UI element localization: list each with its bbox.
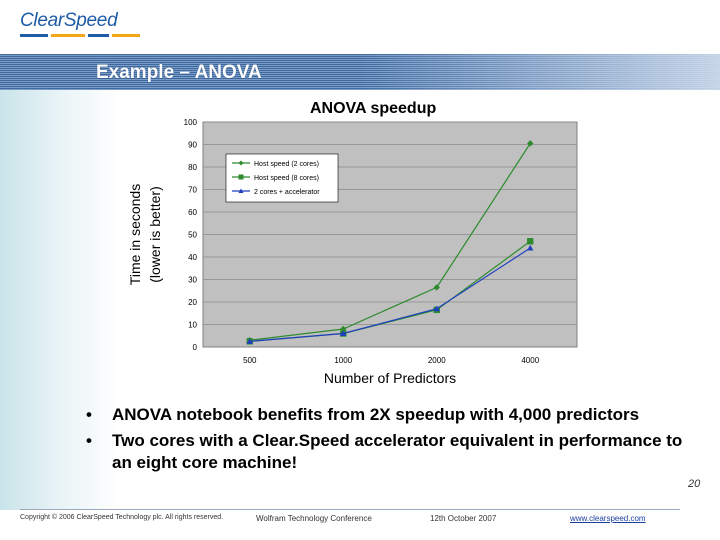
- x-tick-label: 500: [243, 356, 257, 365]
- y-tick-label: 50: [188, 231, 197, 240]
- chart-title: ANOVA speedup: [310, 100, 437, 117]
- data-point-s1: [433, 284, 440, 291]
- bullet-dot: •: [86, 405, 92, 424]
- y-axis-label-line2: (lower is better): [147, 186, 163, 282]
- legend-label: 2 cores + accelerator: [254, 189, 320, 196]
- logo-text: ClearSpeed: [20, 10, 118, 31]
- x-axis-label: Number of Predictors: [324, 370, 456, 386]
- bullet-item-1: • ANOVA notebook benefits from 2X speedu…: [86, 404, 686, 426]
- x-tick-label: 1000: [334, 356, 352, 365]
- y-axis-label-line1: Time in seconds: [127, 184, 143, 285]
- logo-bar-3: [88, 34, 109, 37]
- data-point-s3: [246, 338, 253, 344]
- x-tick-label: 2000: [428, 356, 446, 365]
- bullet-text-2: Two cores with a Clear.Speed accelerator…: [112, 431, 683, 472]
- legend-marker: [238, 174, 244, 180]
- footer-website-link[interactable]: www.clearspeed.com: [570, 514, 646, 523]
- left-gradient-panel: [0, 80, 120, 510]
- bullet-dot: •: [86, 431, 92, 450]
- footer-date: 12th October 2007: [430, 514, 497, 523]
- y-tick-label: 90: [188, 141, 197, 150]
- legend-box: [225, 153, 339, 203]
- legend-marker: [238, 160, 244, 166]
- y-tick-label: 60: [188, 208, 197, 217]
- y-tick-label: 0: [193, 343, 198, 352]
- x-tick-label: 4000: [521, 356, 539, 365]
- y-tick-label: 40: [188, 253, 197, 262]
- logo-bar-4: [111, 34, 140, 37]
- y-tick-label: 10: [188, 321, 197, 330]
- footer-copyright: Copyright © 2006 ClearSpeed Technology p…: [20, 514, 224, 521]
- bullet-list: • ANOVA notebook benefits from 2X speedu…: [86, 404, 686, 478]
- y-tick-label: 20: [188, 298, 197, 307]
- title-band: [0, 54, 720, 90]
- y-tick-label: 70: [188, 186, 197, 195]
- legend-label: Host speed (8 cores): [254, 175, 319, 182]
- logo-bar-2: [51, 34, 86, 37]
- footer-conference: Wolfram Technology Conference: [256, 514, 372, 523]
- series-line-3: [249, 247, 531, 342]
- y-tick-label: 100: [184, 118, 198, 127]
- data-point-s3: [527, 244, 534, 251]
- legend-marker: [238, 188, 244, 193]
- data-point-s3: [433, 305, 440, 312]
- data-point-s2: [527, 238, 534, 245]
- clearspeed-logo: ClearSpeed: [20, 10, 140, 44]
- y-tick-label: 30: [188, 276, 197, 285]
- legend-label: Host speed (2 cores): [254, 161, 319, 168]
- series-line-1: [249, 143, 531, 341]
- page-number: 20: [688, 478, 701, 490]
- data-point-s1: [527, 140, 534, 147]
- logo-bars: [20, 34, 140, 37]
- data-point-s3: [340, 330, 347, 337]
- logo-bar-1: [20, 34, 49, 37]
- y-tick-label: 80: [188, 163, 197, 172]
- footer-divider: [20, 509, 680, 510]
- slide-title: Example – ANOVA: [96, 62, 262, 83]
- bullet-text-1: ANOVA notebook benefits from 2X speedup …: [112, 405, 640, 424]
- bullet-item-2: • Two cores with a Clear.Speed accelerat…: [86, 430, 686, 474]
